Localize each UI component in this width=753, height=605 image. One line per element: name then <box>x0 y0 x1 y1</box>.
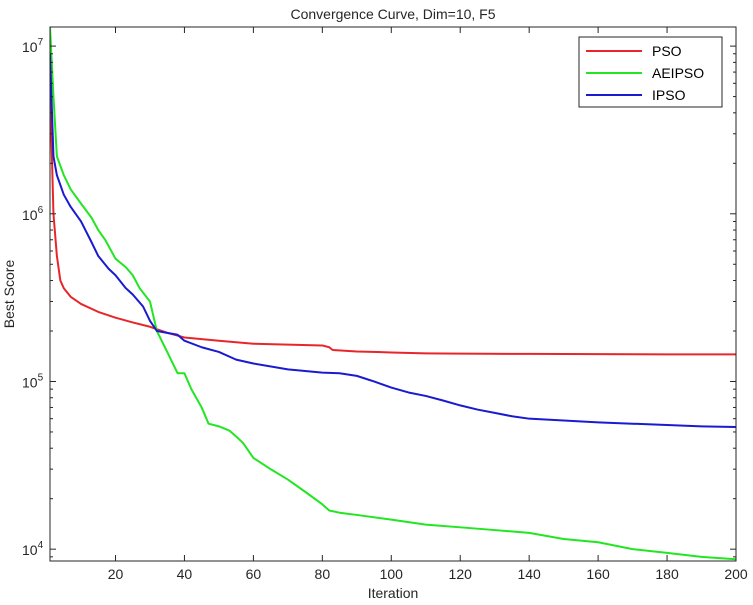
x-tick-label: 100 <box>380 566 404 582</box>
y-tick-label: 107 <box>22 37 44 55</box>
x-axis: 20 40 60 80 100 120 140 160 180 200 <box>108 27 748 582</box>
x-tick-label: 20 <box>108 566 124 582</box>
legend-label-aeipso: AEIPSO <box>652 65 704 81</box>
y-tick-label: 106 <box>22 205 44 223</box>
plot-frame <box>49 26 737 562</box>
x-axis-label: Iteration <box>368 585 419 601</box>
legend-label-ipso: IPSO <box>652 87 686 103</box>
x-tick-label: 140 <box>517 566 541 582</box>
y-tick-label: 104 <box>22 540 44 558</box>
x-tick-label: 60 <box>246 566 262 582</box>
x-tick-label: 160 <box>586 566 610 582</box>
x-tick-label: 40 <box>177 566 193 582</box>
x-tick-label: 200 <box>724 566 748 582</box>
series-line-aeipso <box>50 27 736 561</box>
legend-label-pso: PSO <box>652 43 682 59</box>
y-axis: 104 105 106 107 <box>22 37 736 558</box>
legend: PSO AEIPSO IPSO <box>578 36 723 108</box>
y-axis-label: Best Score <box>1 260 17 329</box>
series-line-pso <box>50 83 736 356</box>
x-tick-label: 80 <box>315 566 331 582</box>
y-tick-label: 105 <box>22 372 44 390</box>
series-layer <box>50 27 736 561</box>
x-tick-label: 180 <box>655 566 679 582</box>
chart-title: Convergence Curve, Dim=10, F5 <box>290 6 495 22</box>
series-line-ipso <box>50 53 736 429</box>
x-tick-label: 120 <box>449 566 473 582</box>
